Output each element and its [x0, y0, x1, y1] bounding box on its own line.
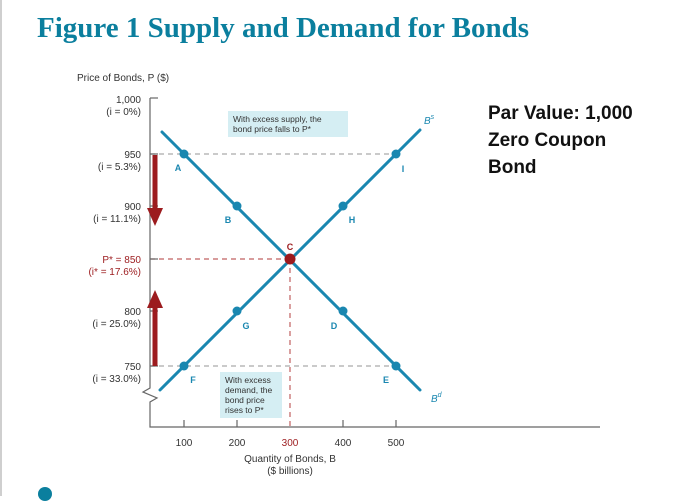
excess-supply-callout: With excess supply, the bond price falls…	[228, 111, 348, 137]
equilibrium-reference-lines	[150, 258, 291, 427]
slide-bullet-decoration	[38, 487, 52, 501]
label-e: E	[383, 375, 389, 385]
y-tick-800: 800	[124, 307, 141, 318]
y-tick-1000-rate: (i = 0%)	[106, 107, 141, 118]
point-a	[179, 149, 189, 159]
reference-lines	[150, 153, 396, 367]
arrow-down-icon	[147, 208, 163, 226]
y-tick-800-rate: (i = 25.0%)	[92, 319, 141, 330]
note-line-zero-coupon: Zero Coupon	[488, 130, 607, 151]
label-h: H	[349, 215, 356, 225]
excess-demand-line-4: rises to P*	[225, 405, 264, 415]
point-b	[232, 201, 242, 211]
note-line-bond: Bond	[488, 157, 537, 178]
point-f	[179, 361, 189, 371]
y-tick-900: 900	[124, 202, 141, 213]
excess-demand-line-3: bond price	[225, 395, 265, 405]
point-labels: A B C D E F G H I	[175, 163, 405, 385]
y-tick-950-rate: (i = 5.3%)	[98, 162, 141, 173]
y-tick-850-rate: (i* = 17.6%)	[88, 267, 141, 278]
excess-demand-line-1: With excess	[225, 375, 271, 385]
curve-labels: Bs Bd	[424, 114, 443, 405]
x-tick-labels: 100 200 300 400 500 Quantity of Bonds, B…	[176, 438, 405, 477]
point-g	[232, 306, 242, 316]
excess-demand-line-2: demand, the	[225, 385, 273, 395]
point-i	[391, 149, 401, 159]
x-tick-500: 500	[388, 438, 405, 449]
excess-supply-line-2: bond price falls to P*	[233, 124, 311, 134]
curve-points	[179, 149, 401, 371]
label-f: F	[190, 375, 196, 385]
excess-supply-line-1: With excess supply, the	[233, 114, 322, 124]
price-adjustment-arrows	[147, 155, 163, 366]
axes	[141, 97, 600, 428]
y-tick-750: 750	[124, 362, 141, 373]
label-b: B	[225, 215, 232, 225]
y-tick-750-rate: (i = 33.0%)	[92, 374, 141, 385]
x-tick-300: 300	[282, 438, 299, 449]
excess-demand-callout: With excess demand, the bond price rises…	[220, 372, 282, 418]
point-h	[338, 201, 348, 211]
label-a: A	[175, 163, 182, 173]
x-tick-100: 100	[176, 438, 193, 449]
label-g: G	[242, 321, 249, 331]
note-line-par-value: Par Value: 1,000	[488, 103, 633, 124]
x-axis-title: Quantity of Bonds, B	[244, 454, 336, 465]
rising-arrow-shaft	[152, 306, 158, 366]
x-tick-400: 400	[335, 438, 352, 449]
x-axis-units: ($ billions)	[267, 466, 313, 477]
label-c: C	[287, 242, 294, 252]
x-tick-200: 200	[229, 438, 246, 449]
bond-note: Par Value: 1,000 Zero Coupon Bond	[488, 100, 633, 181]
y-axis-title: Price of Bonds, P ($)	[77, 73, 169, 84]
y-tick-850-equilibrium: P* = 850	[102, 255, 141, 266]
supply-curve-label: Bs	[424, 114, 435, 127]
y-tick-950: 950	[124, 150, 141, 161]
y-tick-1000: 1,000	[116, 95, 141, 106]
page-left-border	[0, 0, 2, 496]
y-tick-900-rate: (i = 11.1%)	[93, 214, 141, 225]
figure-title: Figure 1 Supply and Demand for Bonds	[37, 12, 530, 44]
arrow-up-icon	[147, 290, 163, 308]
falling-arrow-shaft	[152, 155, 158, 210]
point-d	[338, 306, 348, 316]
label-i: I	[402, 164, 405, 174]
demand-curve-label: Bd	[431, 392, 443, 405]
point-e	[391, 361, 401, 371]
y-tick-labels: 1,000 (i = 0%) 950 (i = 5.3%) 900 (i = 1…	[88, 95, 141, 385]
label-d: D	[331, 321, 338, 331]
point-c-equilibrium	[284, 253, 296, 265]
